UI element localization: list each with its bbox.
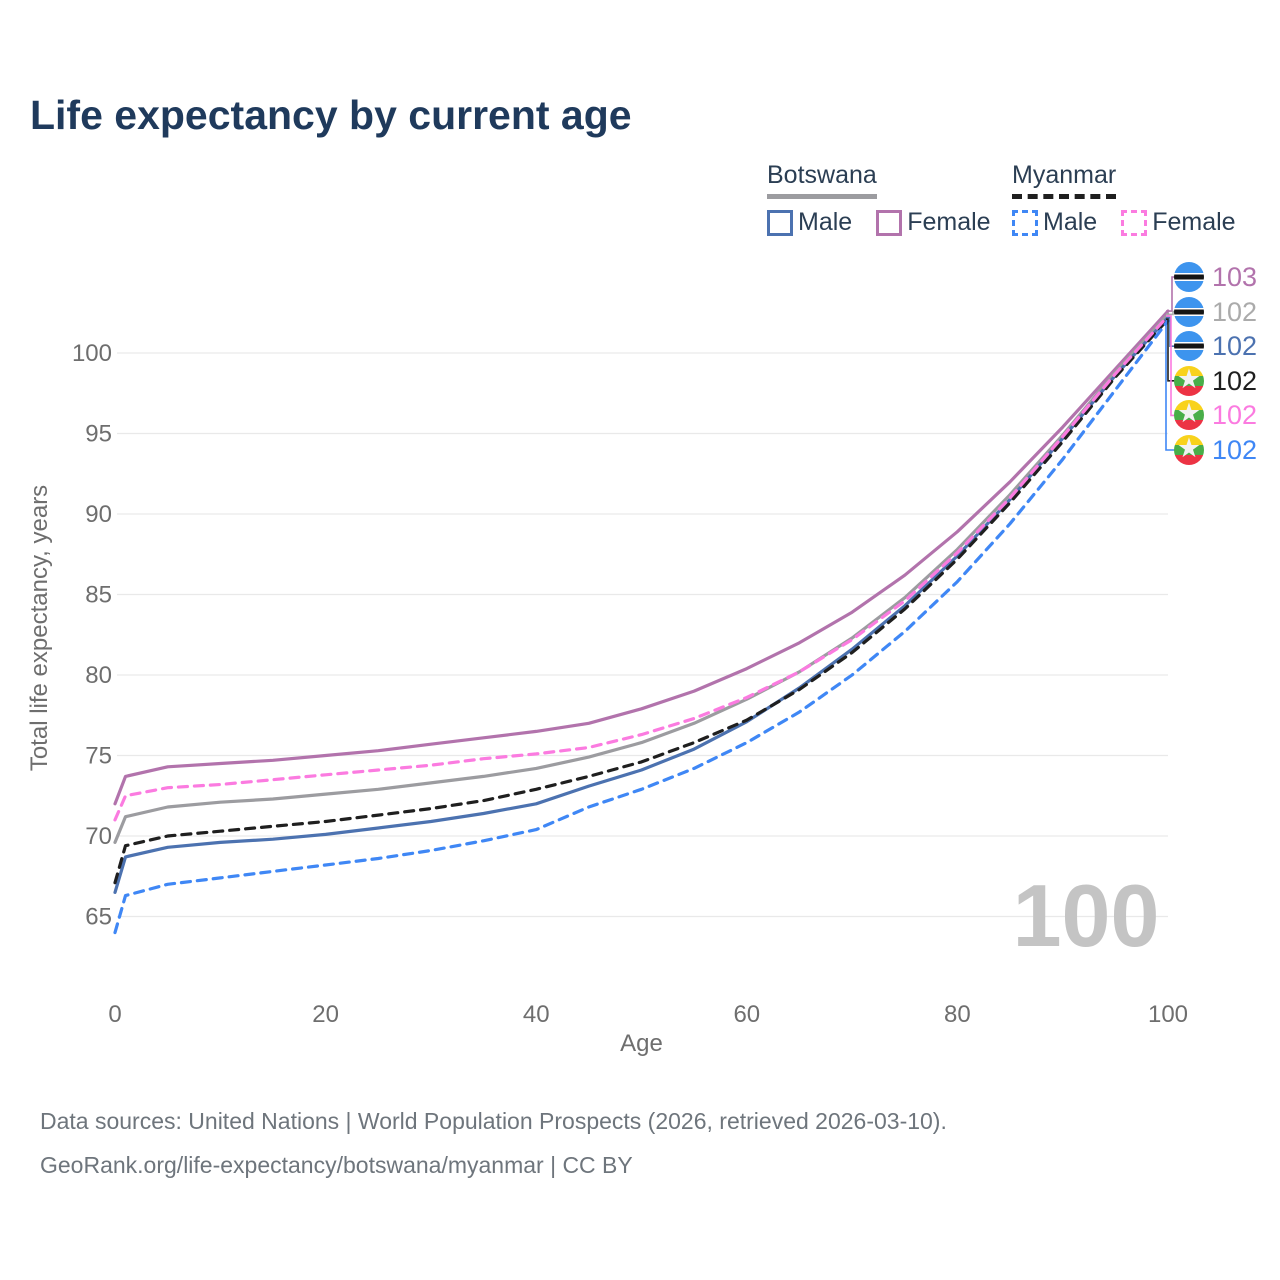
svg-text:75: 75 bbox=[85, 743, 112, 770]
svg-text:95: 95 bbox=[85, 421, 112, 448]
botswana-flag-icon bbox=[1174, 296, 1204, 327]
svg-text:65: 65 bbox=[85, 904, 112, 931]
x-axis-title: Age bbox=[620, 1030, 663, 1057]
legend-group-botswana: Botswana Male Female bbox=[767, 161, 991, 237]
end-value: 102 bbox=[1212, 365, 1258, 396]
legend-item-myanmar-male: Male bbox=[1012, 208, 1097, 237]
svg-text:90: 90 bbox=[85, 501, 112, 528]
myanmar-flag-icon bbox=[1174, 400, 1204, 431]
legend-items-myanmar: Male Female bbox=[1012, 208, 1236, 237]
solid-line-swatch-icon bbox=[876, 209, 903, 236]
footer: Data sources: United Nations | World Pop… bbox=[40, 1108, 947, 1196]
legend-item-botswana-female: Female bbox=[876, 208, 991, 237]
legend-item-label: Female bbox=[1152, 208, 1236, 236]
svg-text:85: 85 bbox=[85, 582, 112, 609]
series-line-botswana-female bbox=[113, 309, 1170, 806]
series-line-botswana-male bbox=[113, 316, 1170, 894]
botswana-flag-icon bbox=[1174, 331, 1204, 362]
legend-header-myanmar: Myanmar bbox=[1012, 161, 1117, 199]
solid-line-swatch-icon bbox=[767, 209, 793, 236]
botswana-flag-icon bbox=[1174, 262, 1204, 292]
legend-item-botswana-male: Male bbox=[767, 208, 852, 237]
svg-text:20: 20 bbox=[312, 1001, 339, 1028]
end-value: 102 bbox=[1212, 331, 1258, 362]
svg-text:100: 100 bbox=[72, 340, 112, 367]
end-value: 103 bbox=[1212, 262, 1258, 292]
data-sources-line: Data sources: United Nations | World Pop… bbox=[40, 1108, 947, 1134]
series-line-myanmar bbox=[113, 317, 1170, 885]
series-line-myanmar-female bbox=[113, 314, 1170, 822]
legend-item-label: Female bbox=[907, 208, 991, 236]
dashed-line-swatch-icon bbox=[1121, 209, 1148, 236]
leader-lines bbox=[1165, 276, 1175, 451]
myanmar-flag-icon bbox=[1174, 435, 1204, 465]
svg-text:80: 80 bbox=[85, 662, 112, 689]
end-value-label: 102 bbox=[1174, 365, 1258, 396]
end-value-label: 102 bbox=[1174, 400, 1258, 431]
svg-text:60: 60 bbox=[733, 1001, 760, 1028]
dashed-line-swatch-icon bbox=[1012, 209, 1038, 236]
series-lines bbox=[113, 309, 1170, 935]
age-watermark: 100 bbox=[1013, 866, 1160, 965]
page-title: Life expectancy by current age bbox=[30, 92, 632, 138]
legend-item-myanmar-female: Female bbox=[1121, 208, 1236, 237]
y-tick-labels: 65 70 75 80 85 90 95 100 bbox=[72, 340, 112, 931]
y-axis-title: Total life expectancy, years bbox=[26, 485, 53, 771]
end-value: 102 bbox=[1212, 435, 1258, 465]
legend-item-label: Male bbox=[1043, 208, 1098, 236]
svg-text:40: 40 bbox=[523, 1001, 550, 1028]
end-value: 102 bbox=[1212, 296, 1258, 327]
end-value-label: 103 bbox=[1174, 262, 1257, 292]
svg-text:100: 100 bbox=[1148, 1001, 1188, 1028]
legend-item-label: Male bbox=[798, 208, 853, 236]
svg-text:70: 70 bbox=[85, 823, 112, 850]
end-value: 102 bbox=[1212, 400, 1258, 431]
end-value-label: 102 bbox=[1174, 435, 1257, 465]
svg-text:0: 0 bbox=[108, 1001, 121, 1028]
gridlines bbox=[117, 352, 1168, 918]
end-value-label: 102 bbox=[1174, 331, 1258, 362]
series-line-botswana bbox=[113, 312, 1170, 844]
svg-text:80: 80 bbox=[944, 1001, 971, 1028]
myanmar-flag-icon bbox=[1174, 365, 1204, 396]
x-tick-labels: 0 20 40 60 80 100 bbox=[108, 1001, 1188, 1028]
end-value-label: 102 bbox=[1174, 296, 1258, 327]
legend-group-myanmar: Myanmar Male Female bbox=[1012, 161, 1236, 237]
legend-items-botswana: Male Female bbox=[767, 208, 991, 237]
legend-header-botswana: Botswana bbox=[767, 161, 877, 199]
attribution-line: GeoRank.org/life-expectancy/botswana/mya… bbox=[40, 1152, 633, 1178]
series-line-myanmar-male bbox=[113, 319, 1170, 935]
